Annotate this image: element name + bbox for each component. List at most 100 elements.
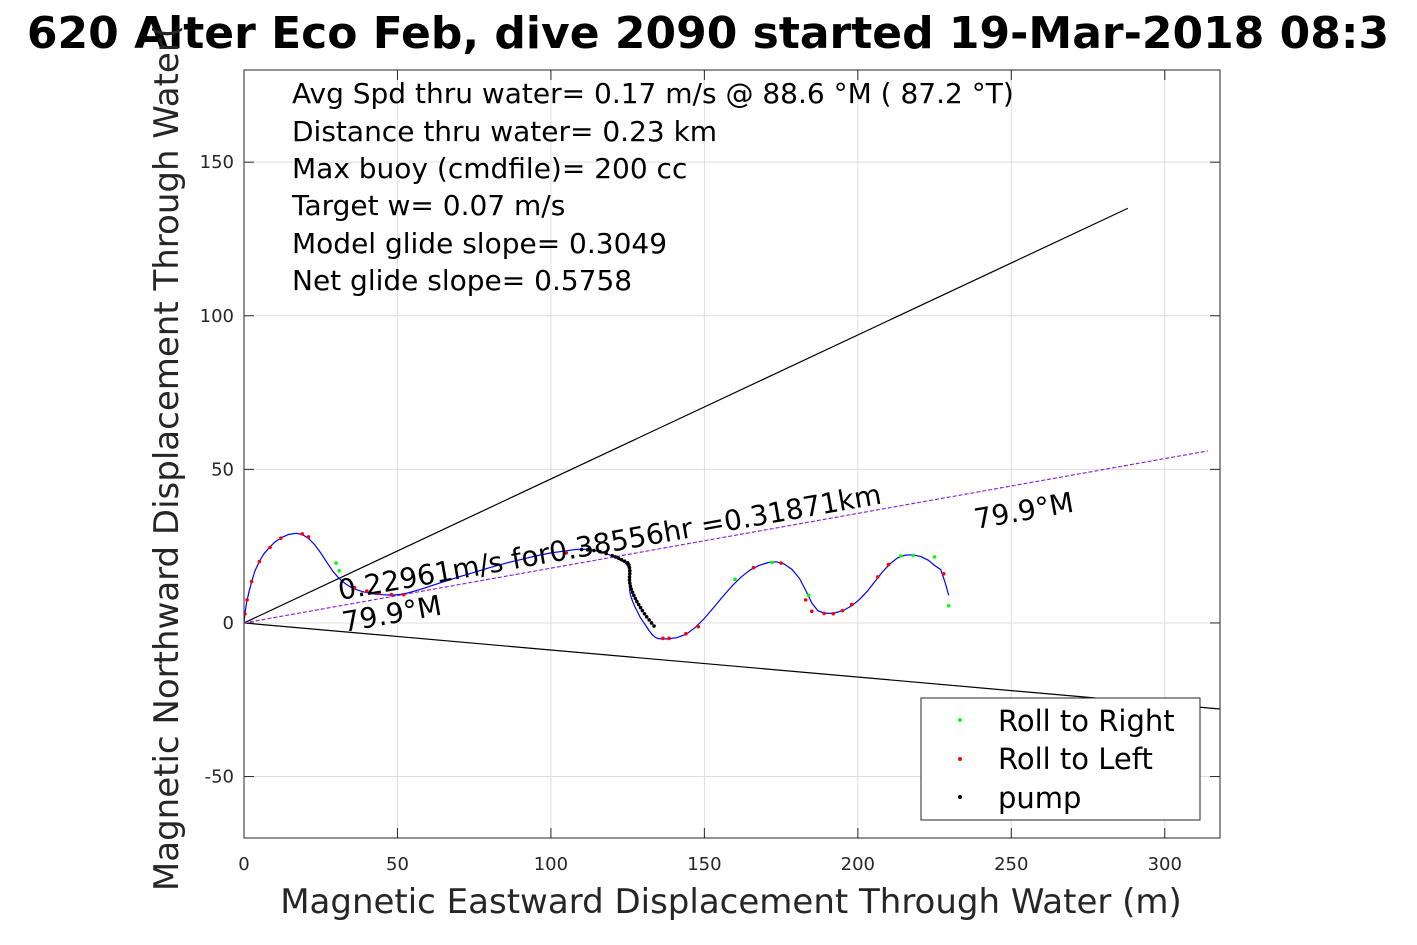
y-tick-labels: -50 0 50 100 150 [200, 152, 234, 787]
roll-to-left-point [389, 592, 394, 597]
roll-to-right-point [806, 593, 811, 598]
pump-point [636, 602, 641, 607]
roll-to-left-point [364, 589, 369, 593]
pump-point [579, 547, 584, 552]
pump-point [585, 548, 590, 552]
roll-to-left-point [840, 608, 845, 613]
pump-point [598, 549, 602, 554]
legend-marker-roll-right [958, 718, 962, 722]
roll-to-right-point [770, 560, 774, 565]
legend-marker-roll-left [958, 757, 962, 761]
roll-to-left-point [751, 565, 756, 570]
roll-to-left-point [245, 598, 249, 602]
x-tick-labels: 0 50 100 150 200 250 300 [238, 854, 1182, 875]
roll-to-left-point [244, 611, 247, 616]
roll-to-left-point [875, 575, 880, 579]
plot-content [244, 207, 1220, 710]
roll-to-left-point [279, 536, 283, 540]
annotation-net-glide-slope: Net glide slope= 0.5758 [292, 264, 632, 297]
roll-to-left-point [300, 532, 305, 536]
x-tick-label: 0 [238, 854, 249, 875]
roll-to-left-point [779, 561, 783, 565]
pump-point [619, 557, 624, 562]
chart-title: 620 Alter Eco Feb, dive 2090 started 19-… [27, 8, 1389, 59]
roll-to-right-point [337, 568, 341, 573]
roll-to-left-point [257, 559, 262, 564]
roll-to-left-point [401, 592, 406, 597]
axis-ticks [243, 70, 1220, 838]
x-tick-label: 100 [534, 854, 568, 875]
roll-to-left-point [822, 611, 826, 616]
pump-point [604, 551, 608, 556]
pump-point [644, 615, 649, 619]
roll-to-left-point [667, 636, 671, 641]
roll-to-right-point [932, 555, 937, 559]
legend-label-roll-right: Roll to Right [998, 704, 1175, 738]
legend-marker-pump [958, 795, 962, 799]
roll-to-right-point [911, 553, 915, 558]
y-tick-label: 100 [200, 306, 234, 327]
roll-to-left-point [564, 551, 569, 555]
pump-point [613, 555, 618, 559]
grid [243, 70, 1220, 838]
y-tick-label: 50 [211, 459, 234, 480]
pump-point [631, 593, 636, 598]
reference-line [244, 622, 1220, 710]
annotation-distance: Distance thru water= 0.23 km [292, 115, 717, 148]
roll-to-left-point [809, 609, 814, 614]
pump-point [627, 565, 632, 570]
pump-point [630, 590, 635, 595]
roll-to-left-point [661, 636, 665, 641]
pump-point [642, 611, 647, 616]
annotation-target-w: Target w= 0.07 m/s [291, 189, 565, 222]
y-tick-label: -50 [205, 767, 234, 788]
plot-frame [243, 69, 1221, 839]
roll-to-right-point [946, 603, 951, 608]
track-markers [244, 532, 951, 641]
legend-label-pump: pump [998, 781, 1081, 815]
annotation-max-buoy: Max buoy (cmdfile)= 200 cc [292, 152, 687, 185]
pump-point [627, 578, 632, 582]
annotation-model-glide-slope: Model glide slope= 0.3049 [292, 227, 667, 260]
roll-to-left-point [886, 562, 891, 567]
roll-to-left-point [352, 585, 357, 590]
pump-point [640, 608, 645, 613]
pump-point [592, 548, 596, 553]
roll-to-left-point [249, 579, 254, 584]
pump-point [629, 587, 634, 591]
reference-line [244, 207, 1129, 624]
pump-point [638, 605, 643, 610]
x-axis-label: Magnetic Eastward Displacement Through W… [280, 882, 1182, 922]
pump-point [649, 621, 654, 625]
pump-point [635, 599, 639, 604]
pump-point [627, 575, 632, 579]
pump-point [627, 568, 632, 573]
roll-to-left-point [268, 545, 272, 550]
roll-to-left-point [803, 598, 808, 602]
roll-to-left-point [684, 631, 688, 636]
roll-to-left-point [849, 602, 854, 607]
legend: Roll to Right Roll to Left pump [920, 697, 1201, 821]
stats-annotations: Avg Spd thru water= 0.17 m/s @ 88.6 °M (… [291, 77, 1014, 297]
pump-point [622, 559, 627, 564]
x-tick-label: 50 [386, 854, 409, 875]
legend-box [920, 697, 1201, 821]
roll-to-left-point [831, 611, 836, 616]
roll-to-right-point [733, 577, 737, 582]
x-tick-label: 150 [687, 854, 721, 875]
roll-to-left-point [377, 591, 381, 595]
pump-point [616, 556, 621, 560]
y-tick-label: 0 [223, 613, 234, 634]
legend-label-roll-left: Roll to Left [998, 742, 1153, 776]
roll-to-right-point [334, 561, 338, 565]
x-tick-label: 300 [1148, 854, 1182, 875]
pump-point [647, 618, 651, 622]
roll-to-right-point [899, 554, 903, 558]
x-tick-label: 200 [841, 854, 875, 875]
pump-point [627, 563, 631, 567]
roll-to-left-point [696, 624, 701, 629]
pump-point [633, 596, 638, 601]
roll-to-left-point [306, 535, 311, 539]
pump-point [628, 584, 633, 588]
